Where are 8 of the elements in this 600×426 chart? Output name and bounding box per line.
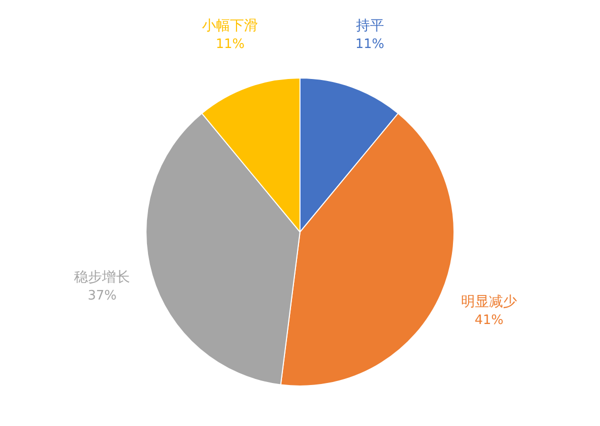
data-label: 11% bbox=[355, 37, 384, 52]
slice-label: 小幅下滑 bbox=[202, 18, 258, 34]
slice-label: 明显减少 bbox=[461, 294, 518, 310]
data-label: 41% bbox=[474, 312, 504, 328]
data-label: 37% bbox=[88, 288, 117, 304]
slice-label: 持平 bbox=[356, 18, 384, 34]
data-label: 11% bbox=[216, 37, 245, 52]
slice-label: 稳步增长 bbox=[74, 269, 130, 286]
